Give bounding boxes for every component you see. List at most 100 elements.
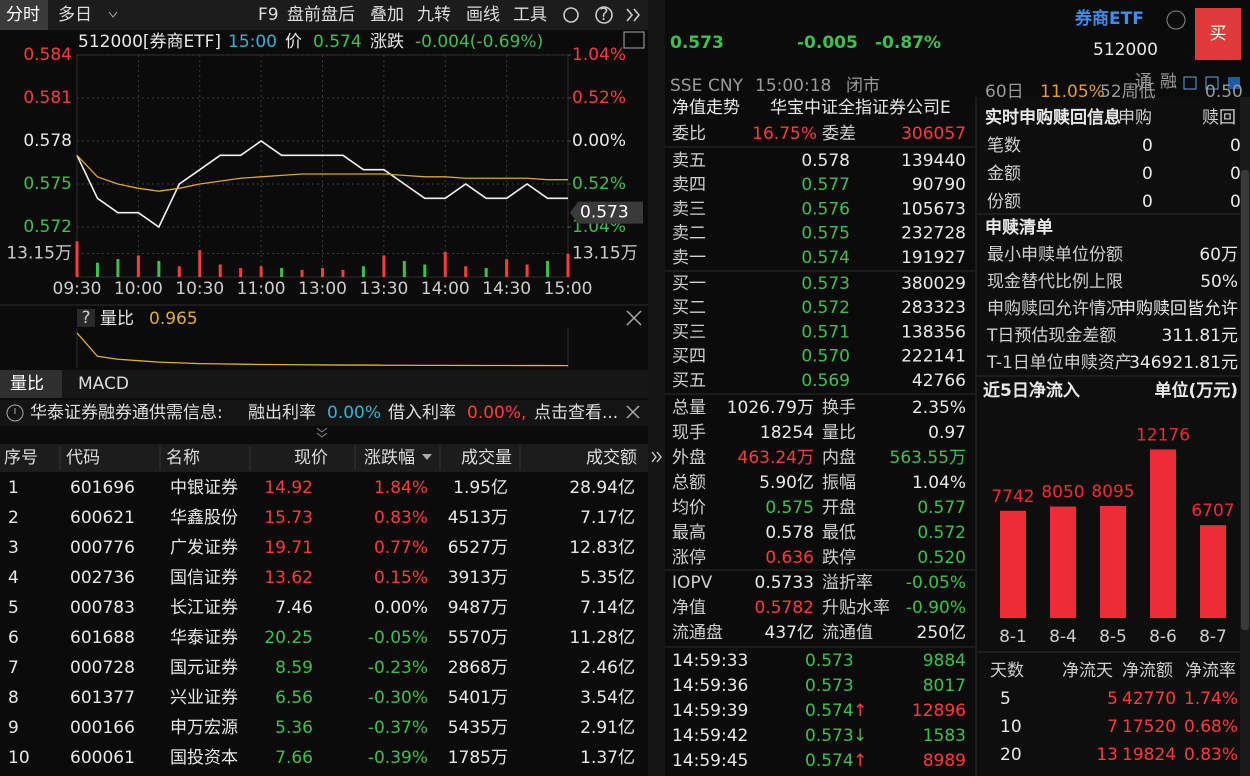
column-header[interactable]: 代码 [66, 448, 100, 468]
x-tick-label: 10:00 [114, 279, 163, 299]
column-header[interactable]: 序号 [4, 448, 38, 468]
order-volume: 380029 [901, 274, 966, 294]
x-tick-label: 8-7 [1199, 627, 1227, 647]
expand-arrow[interactable] [651, 451, 662, 463]
window-icon[interactable] [1205, 76, 1219, 90]
info-rate: 0.00% [327, 403, 381, 423]
market-info: CNY [708, 76, 744, 96]
row-label: 金额 [987, 164, 1021, 184]
info-icon[interactable] [1166, 10, 1186, 30]
collapse-icon[interactable] [316, 427, 328, 438]
table-cell: 5.35亿 [580, 568, 635, 588]
help-icon[interactable] [595, 6, 613, 24]
order-volume: 283323 [901, 298, 966, 318]
order-price: 0.570 [801, 347, 850, 367]
toolbar-button[interactable]: 画线 [466, 5, 500, 25]
indicator-tab[interactable]: 量比 [10, 374, 44, 394]
volume-bar [300, 269, 304, 277]
order-label: 买二 [672, 298, 706, 318]
table-cell: 5435万 [448, 718, 508, 738]
row-value: 0 [1230, 192, 1241, 212]
table-cell: 28.94亿 [569, 478, 635, 498]
column-header[interactable]: 名称 [166, 448, 200, 468]
stat-value: 563.55万 [890, 448, 966, 468]
order-label: 卖四 [672, 175, 706, 195]
x-tick-label: 11:00 [237, 279, 286, 299]
stat-value: 0.636 [765, 548, 814, 568]
add-icon[interactable] [1228, 77, 1240, 89]
stat-label: 流通值 [822, 623, 873, 643]
order-price: 0.574 [801, 248, 850, 268]
order-price: 0.573 [801, 274, 850, 294]
volume-bar [75, 241, 79, 277]
order-volume: 105673 [901, 199, 966, 219]
info-link[interactable]: 点击查看... [534, 403, 618, 423]
order-label: 买三 [672, 322, 706, 342]
stat-label: 总额 [672, 473, 706, 493]
order-label: 买四 [672, 347, 706, 367]
ratio-title: 量比 [100, 309, 134, 329]
dropdown-icon[interactable] [108, 11, 118, 18]
order-volume: 42766 [912, 371, 966, 391]
table-cell: 5 [8, 598, 19, 618]
close-icon[interactable] [626, 310, 642, 326]
volume-bar [157, 260, 161, 277]
volume-bar [321, 268, 324, 277]
expand-icon[interactable] [626, 8, 641, 22]
table-cell: 9 [8, 718, 19, 738]
stat-label: 现手 [672, 423, 706, 443]
table-cell: 兴业证券 [170, 688, 238, 708]
tick-volume: 8017 [923, 676, 966, 696]
order-price: 0.571 [801, 322, 850, 342]
stat-value: 0.5733 [755, 573, 814, 593]
edit-icon[interactable] [1183, 76, 1197, 90]
column-header: 净流天 [1062, 661, 1113, 681]
toolbar-button[interactable]: 工具 [513, 5, 547, 25]
toolbar-button[interactable]: 盘前盘后 [287, 5, 355, 25]
last-price: 0.573 [670, 33, 724, 53]
table-cell: 601696 [70, 478, 135, 498]
indicator-tab[interactable]: MACD [78, 374, 129, 394]
column-header[interactable]: 涨跌幅 [364, 448, 415, 468]
buy-button[interactable]: 买 [1210, 24, 1227, 44]
column-header[interactable]: 成交量 [461, 448, 512, 468]
table-cell: 3.54亿 [580, 688, 635, 708]
table-cell: 7.46 [275, 598, 313, 618]
table-cell: 000783 [70, 598, 135, 618]
stat-label: 跌停 [822, 548, 856, 568]
column-header[interactable]: 现价 [294, 448, 328, 468]
y2-tick-label: 0.00% [572, 131, 626, 151]
settings-icon[interactable] [563, 7, 579, 23]
tab[interactable]: 分时 [6, 5, 40, 25]
volume-bar [484, 268, 488, 277]
table-cell: 13.62 [264, 568, 313, 588]
table-cell: 5401万 [448, 688, 508, 708]
row-value: 60万 [1199, 245, 1238, 265]
row-value: 0 [1230, 136, 1241, 156]
table-cell: -0.37% [368, 718, 428, 738]
row-value: 346921.81元 [1129, 353, 1238, 373]
table-cell: 3 [8, 538, 19, 558]
order-price: 0.577 [801, 175, 850, 195]
sort-icon[interactable] [422, 454, 432, 460]
column-header[interactable]: 成交额 [586, 448, 637, 468]
window-icon[interactable] [623, 31, 645, 49]
close-icon[interactable] [626, 405, 640, 419]
price-change: -0.005 [797, 33, 858, 53]
buy-button-bg[interactable] [1195, 8, 1241, 60]
table-cell: 600061 [70, 748, 135, 768]
nav-link[interactable]: 净值走势 [672, 98, 740, 118]
help-box[interactable] [77, 309, 95, 327]
table-cell: 12.83亿 [569, 538, 635, 558]
table-cell: 7 [1107, 717, 1118, 737]
row-label: 申购赎回允许情况 [987, 299, 1123, 319]
volume-bar [361, 266, 365, 277]
y2-tick-label: 0.52% [572, 174, 626, 194]
toolbar-button[interactable]: F9 [258, 5, 279, 25]
toolbar-button[interactable]: 九转 [417, 5, 451, 25]
toolbar-button[interactable]: 叠加 [370, 5, 404, 25]
last-price-label: 0.573 [580, 203, 629, 223]
tab[interactable]: 多日 [58, 5, 92, 25]
scrollbar-thumb[interactable] [1241, 170, 1249, 630]
